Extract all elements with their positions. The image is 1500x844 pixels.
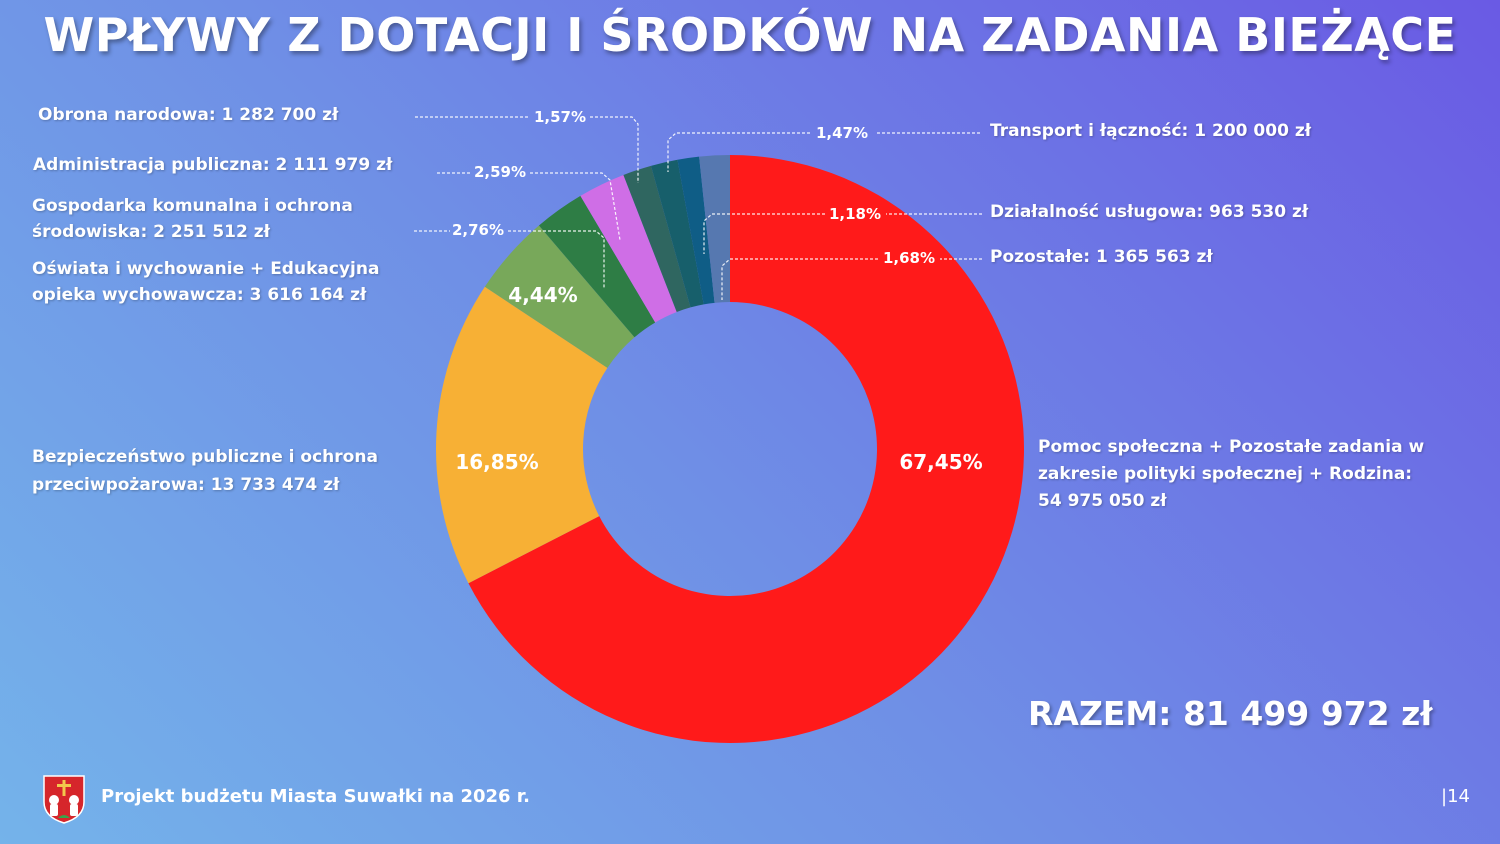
donut-slice	[580, 174, 677, 323]
donut-slice	[623, 165, 691, 312]
slice-percent-label: 16,85%	[455, 450, 538, 474]
slide-title: WPŁYWY Z DOTACJI I ŚRODKÓW NA ZADANIA BI…	[43, 8, 1457, 62]
leader-line-transport	[667, 132, 810, 172]
label-dzialalnosc: Działalność usługowa: 963 530 zł	[990, 202, 1309, 222]
slice-percent-label: 1,68%	[883, 249, 935, 267]
page-number: |14	[1441, 786, 1470, 807]
label-administracja: Administracja publiczna: 2 111 979 zł	[33, 155, 393, 175]
label-transport: Transport i łączność: 1 200 000 zł	[990, 121, 1312, 141]
city-crest-icon	[43, 775, 85, 824]
label-bezpieczenstwo: Bezpieczeństwo publiczne i ochrona przec…	[32, 447, 378, 496]
leader-line-obrona	[590, 116, 639, 183]
footer-text: Projekt budżetu Miasta Suwałki na 2026 r…	[101, 786, 530, 807]
slice-percent-label: 1,57%	[534, 108, 586, 126]
slice-percent-label: 2,76%	[452, 221, 504, 239]
slice-percent-label: 1,47%	[816, 124, 868, 142]
slice-percent-label: 4,44%	[508, 283, 577, 307]
total-amount: RAZEM: 81 499 972 zł	[1028, 694, 1433, 733]
slice-percent-label: 2,59%	[474, 163, 526, 181]
slice-percent-label: 1,18%	[829, 205, 881, 223]
leader-line-pozostale	[721, 258, 878, 300]
donut-slice	[436, 286, 608, 584]
label-oswiata: Oświata i wychowanie + Edukacyjna opieka…	[32, 259, 380, 306]
leader-line-dzialalnosc	[703, 213, 825, 254]
donut-slice	[677, 156, 715, 305]
donut-slice	[650, 159, 704, 308]
slice-percent-label: 67,45%	[899, 450, 982, 474]
label-pozostale: Pozostałe: 1 365 563 zł	[990, 247, 1213, 267]
label-pomoc: Pomoc społeczna + Pozostałe zadania w za…	[1038, 437, 1425, 512]
label-obrona: Obrona narodowa: 1 282 700 zł	[38, 105, 339, 125]
donut-slice	[699, 155, 730, 303]
donut-slice	[484, 225, 635, 368]
label-gospodarka: Gospodarka komunalna i ochrona środowisk…	[32, 196, 353, 243]
donut-slice	[468, 155, 1025, 743]
leader-line-administracja	[530, 172, 621, 241]
